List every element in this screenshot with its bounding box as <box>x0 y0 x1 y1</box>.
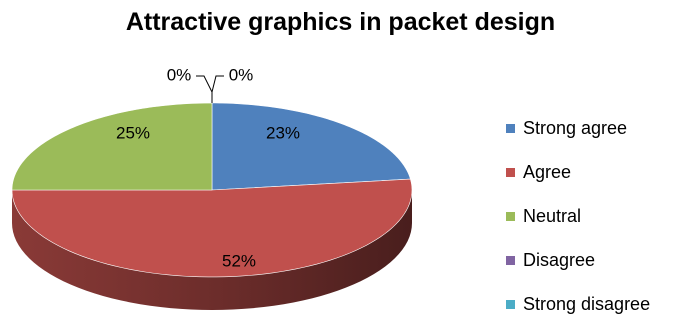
legend-swatch <box>506 167 515 177</box>
pie-slice-neutral <box>11 102 213 191</box>
pie-side-agree <box>12 190 412 310</box>
pie-slice-strong-agree <box>211 102 411 191</box>
data-label: 23% <box>266 123 300 142</box>
legend-swatch <box>506 123 515 133</box>
legend-swatch <box>506 299 515 309</box>
data-label: 0% <box>229 65 254 84</box>
data-label: 0% <box>167 65 192 84</box>
legend-label: Strong disagree <box>523 293 651 314</box>
legend-item-disagree: Disagree <box>506 249 650 271</box>
pie-slice-agree <box>11 178 413 278</box>
legend-item-agree: Agree <box>506 161 650 183</box>
legend-item-strong-agree: Strong agree <box>506 117 650 139</box>
data-label: 25% <box>116 123 150 142</box>
legend: Strong agree Agree Neutral Disagree Stro… <box>506 117 650 315</box>
leader-line <box>196 75 213 93</box>
legend-item-strong-disagree: Strong disagree <box>506 293 650 315</box>
legend-swatch <box>506 255 515 265</box>
legend-label: Agree <box>523 161 572 182</box>
legend-label: Strong agree <box>523 117 628 138</box>
legend-item-neutral: Neutral <box>506 205 650 227</box>
legend-label: Disagree <box>523 249 596 270</box>
legend-label: Neutral <box>523 205 582 226</box>
chart-title: Attractive graphics in packet design <box>125 8 556 36</box>
leader-line <box>211 75 224 93</box>
data-label: 52% <box>222 251 256 270</box>
legend-swatch <box>506 211 515 221</box>
